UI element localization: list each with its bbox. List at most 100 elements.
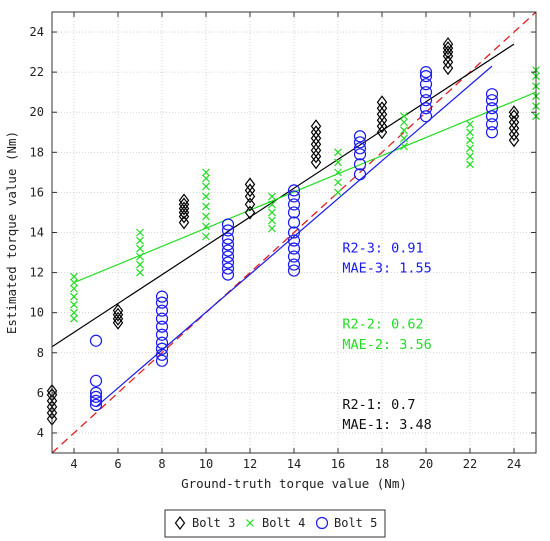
bolt-5-point: [155, 336, 169, 349]
x-stroke: [70, 284, 78, 293]
bolt-4-point: [466, 128, 474, 137]
bolt-5-point: [353, 130, 367, 143]
annotations-layer: R2-3: 0.91 MAE-3: 1.55 R2-2: 0.62 MAE-2: 3.…: [342, 241, 431, 433]
bolt-4-point: [334, 168, 342, 177]
x-stroke: [136, 244, 144, 253]
x-tick-label: 6: [114, 457, 121, 471]
bolt-4-point: [202, 202, 210, 211]
x-stroke: [466, 128, 474, 137]
legend-box: [164, 509, 386, 538]
x-stroke: [400, 126, 408, 135]
x-tick-label: 16: [331, 457, 345, 471]
bolt-4-point: [466, 160, 474, 169]
bolt-5-point: [353, 168, 367, 181]
x-stroke: [70, 308, 78, 317]
bolt-3-point: [376, 119, 388, 134]
x-stroke: [202, 182, 210, 191]
bolt-5-point: [353, 158, 367, 171]
bolt-3-point: [508, 115, 520, 130]
x-stroke: [268, 224, 276, 233]
bolt-4-point: [334, 148, 342, 157]
bolt-4-point: [466, 152, 474, 161]
bolt-5-fit-line: [95, 65, 493, 408]
bolt-5-points: [89, 66, 499, 411]
x-stroke: [70, 292, 78, 301]
bolt-3-point: [442, 37, 454, 52]
x-stroke: [268, 200, 276, 209]
bolt-5-point: [89, 390, 103, 403]
bolt-3-point: [508, 133, 520, 148]
fit-lines-layer: [51, 43, 537, 408]
x-stroke: [202, 212, 210, 221]
annotation-line: MAE-3: 1.55: [342, 261, 431, 277]
x-stroke: [466, 152, 474, 161]
bolt-5-point: [221, 262, 235, 275]
bolt-5-point: [287, 198, 301, 211]
bolt-3-point: [244, 183, 256, 198]
bolt-5-point: [485, 94, 499, 107]
bolt-5-point: [419, 86, 433, 99]
bolt-4-point: [400, 142, 408, 151]
x-stroke: [202, 232, 210, 241]
bolt-3-point: [310, 143, 322, 158]
bolt-3-point: [310, 155, 322, 170]
bolt-3-point: [112, 303, 124, 318]
bolt-4-points: [70, 66, 540, 323]
bolt-4-point: [70, 314, 78, 323]
x-tick-label: 14: [287, 457, 301, 471]
bolt-4-point: [70, 272, 78, 281]
x-stroke: [70, 314, 78, 323]
bolt-3-legend-label: Bolt 3: [192, 516, 235, 530]
bolt-4-point: [136, 244, 144, 253]
x-stroke: [334, 168, 342, 177]
bolt-4-point: [334, 158, 342, 167]
bolt-4-point: [70, 300, 78, 309]
x-stroke: [136, 268, 144, 277]
y-tick-label: 6: [37, 386, 44, 400]
bolt-5-point: [485, 102, 499, 115]
bolt-3-point: [178, 193, 190, 208]
bolt-5-point: [419, 70, 433, 83]
bolt-4-point: [334, 188, 342, 197]
bolt-4-point: [466, 136, 474, 145]
x-stroke: [136, 236, 144, 245]
annotation-line: MAE-1: 3.48: [342, 417, 431, 433]
bolt-5-point: [89, 398, 103, 411]
bolt-5-point: [221, 232, 235, 245]
x-stroke: [400, 142, 408, 151]
bolt-5-point: [155, 342, 169, 355]
bolt-4-point: [466, 144, 474, 153]
x-stroke: [334, 148, 342, 157]
y-tick-label: 14: [30, 226, 44, 240]
bolt-5-point: [287, 216, 301, 229]
bolt-4-point: [136, 252, 144, 261]
bolt-5-point: [155, 320, 169, 333]
reference-line: [51, 11, 537, 454]
bolt-4-point: [136, 236, 144, 245]
bolt-5-point: [221, 244, 235, 257]
bolt-3-point: [376, 101, 388, 116]
x-stroke: [466, 120, 474, 129]
annotation-line: R2-2: 0.62: [342, 317, 423, 333]
x-tick-label: 12: [243, 457, 257, 471]
bolt-5-point: [353, 142, 367, 155]
bolt-5-point: [287, 264, 301, 277]
bolt-4-point: [268, 224, 276, 233]
x-stroke: [202, 222, 210, 231]
bolt-5-point: [419, 78, 433, 91]
ticks-layer: 4 6 8 10 12 14 16 18 20 22 24 4 6 8 10 12 14 16 18 20 22 24: [30, 12, 536, 471]
bolt-5-point: [287, 226, 301, 239]
data-points-layer: [46, 37, 540, 426]
bolt-5-point: [155, 348, 169, 361]
bolt-4-point: [136, 268, 144, 277]
y-tick-label: 24: [30, 25, 44, 39]
x-tick-label: 20: [419, 457, 433, 471]
reference-line-layer: [51, 11, 537, 454]
bolt-4-point: [268, 200, 276, 209]
bolt-4-point: [202, 212, 210, 221]
bolt-3-point: [376, 107, 388, 122]
bolt-4-point: [334, 178, 342, 187]
bolt-4-point: [466, 120, 474, 129]
bolt-5-point: [221, 218, 235, 231]
